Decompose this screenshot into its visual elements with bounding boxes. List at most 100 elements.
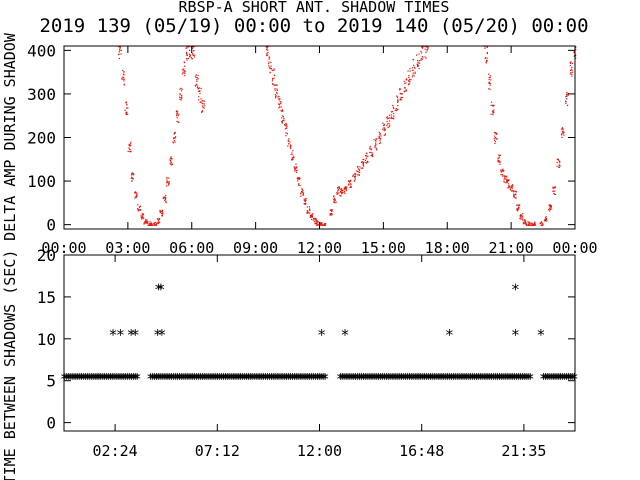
top-point [488, 76, 490, 79]
top-point [320, 223, 322, 225]
top-point [517, 204, 519, 207]
top-panel: 00:00 03:00 06:00 09:00 12:00 15:00 18:00 21:00… [1, 32, 598, 257]
top-point [370, 151, 372, 154]
top-point [526, 224, 528, 226]
top-point [306, 206, 309, 208]
top-point [404, 87, 406, 89]
top-point [166, 182, 168, 184]
baseline-marker: * [399, 370, 408, 388]
top-point [552, 186, 554, 188]
baseline-marker: * [403, 370, 412, 388]
top-point [556, 158, 558, 160]
top-point [155, 224, 157, 226]
top-point [171, 164, 173, 166]
top-point [417, 63, 419, 66]
top-point [420, 52, 423, 54]
top-point [405, 82, 407, 84]
baseline-marker: * [518, 370, 527, 388]
baseline-marker: * [401, 370, 410, 388]
baseline-marker: * [81, 370, 90, 388]
baseline-marker: * [539, 370, 548, 388]
data-point-marker: * [116, 326, 125, 344]
top-point [352, 174, 354, 176]
top-point [290, 153, 292, 156]
top-point [184, 72, 186, 74]
top-point [500, 171, 503, 173]
top-point [522, 222, 524, 224]
baseline-marker: * [102, 370, 111, 388]
top-point [178, 113, 180, 115]
top-point [176, 120, 178, 122]
top-point [197, 74, 199, 77]
top-point [300, 195, 302, 197]
baseline-marker: * [543, 370, 552, 388]
top-point [180, 87, 182, 89]
baseline-marker: * [219, 370, 228, 388]
top-point [517, 208, 519, 210]
baseline-marker: * [457, 370, 466, 388]
baseline-marker: * [447, 370, 456, 388]
top-point [295, 170, 297, 172]
top-point [417, 65, 420, 67]
baseline-marker: * [426, 370, 435, 388]
top-point [484, 46, 486, 48]
baseline-marker: * [267, 370, 276, 388]
baseline-marker: * [303, 370, 312, 388]
top-point [193, 56, 195, 58]
top-point [341, 190, 343, 192]
top-point [496, 138, 498, 140]
top-point [301, 190, 303, 193]
top-point [379, 142, 382, 144]
top-point [384, 129, 386, 132]
top-point [340, 195, 342, 197]
baseline-marker: * [506, 370, 515, 388]
top-point [389, 124, 391, 126]
top-point [362, 162, 364, 164]
baseline-marker: * [173, 370, 182, 388]
top-point [524, 222, 526, 224]
top-point [489, 76, 491, 79]
top-point [281, 122, 283, 124]
top-point [182, 71, 184, 73]
top-point [142, 214, 144, 216]
top-point [311, 216, 313, 218]
top-point [128, 143, 130, 145]
top-point [561, 134, 563, 136]
top-point [287, 140, 289, 142]
top-point [545, 217, 547, 219]
baseline-marker: * [430, 370, 439, 388]
top-point [501, 174, 503, 176]
top-point [427, 48, 429, 50]
top-point [305, 199, 307, 202]
top-point [159, 212, 161, 214]
top-point [340, 188, 342, 190]
top-point [408, 83, 411, 85]
top-point [514, 191, 517, 193]
baseline-marker: * [184, 370, 193, 388]
top-point [329, 209, 331, 211]
top-point [529, 222, 531, 224]
top-point [292, 159, 294, 161]
baseline-marker: * [227, 370, 236, 388]
top-point [166, 177, 168, 179]
top-point [203, 100, 205, 102]
top-point [506, 181, 508, 183]
top-point [153, 224, 155, 226]
top-point [175, 136, 177, 138]
top-point [375, 140, 377, 142]
top-point [493, 137, 495, 140]
top-point [268, 56, 270, 58]
top-point [553, 192, 555, 195]
top-point [203, 107, 205, 109]
top-point [552, 190, 554, 192]
top-point [311, 218, 313, 220]
baseline-marker: * [221, 370, 230, 388]
top-point [314, 218, 316, 220]
y-tick-label: 100 [27, 172, 56, 191]
top-point [361, 161, 363, 163]
top-point [123, 76, 125, 79]
top-point [273, 84, 275, 86]
top-point [192, 53, 194, 55]
top-point [358, 168, 360, 170]
baseline-marker: * [342, 370, 351, 388]
